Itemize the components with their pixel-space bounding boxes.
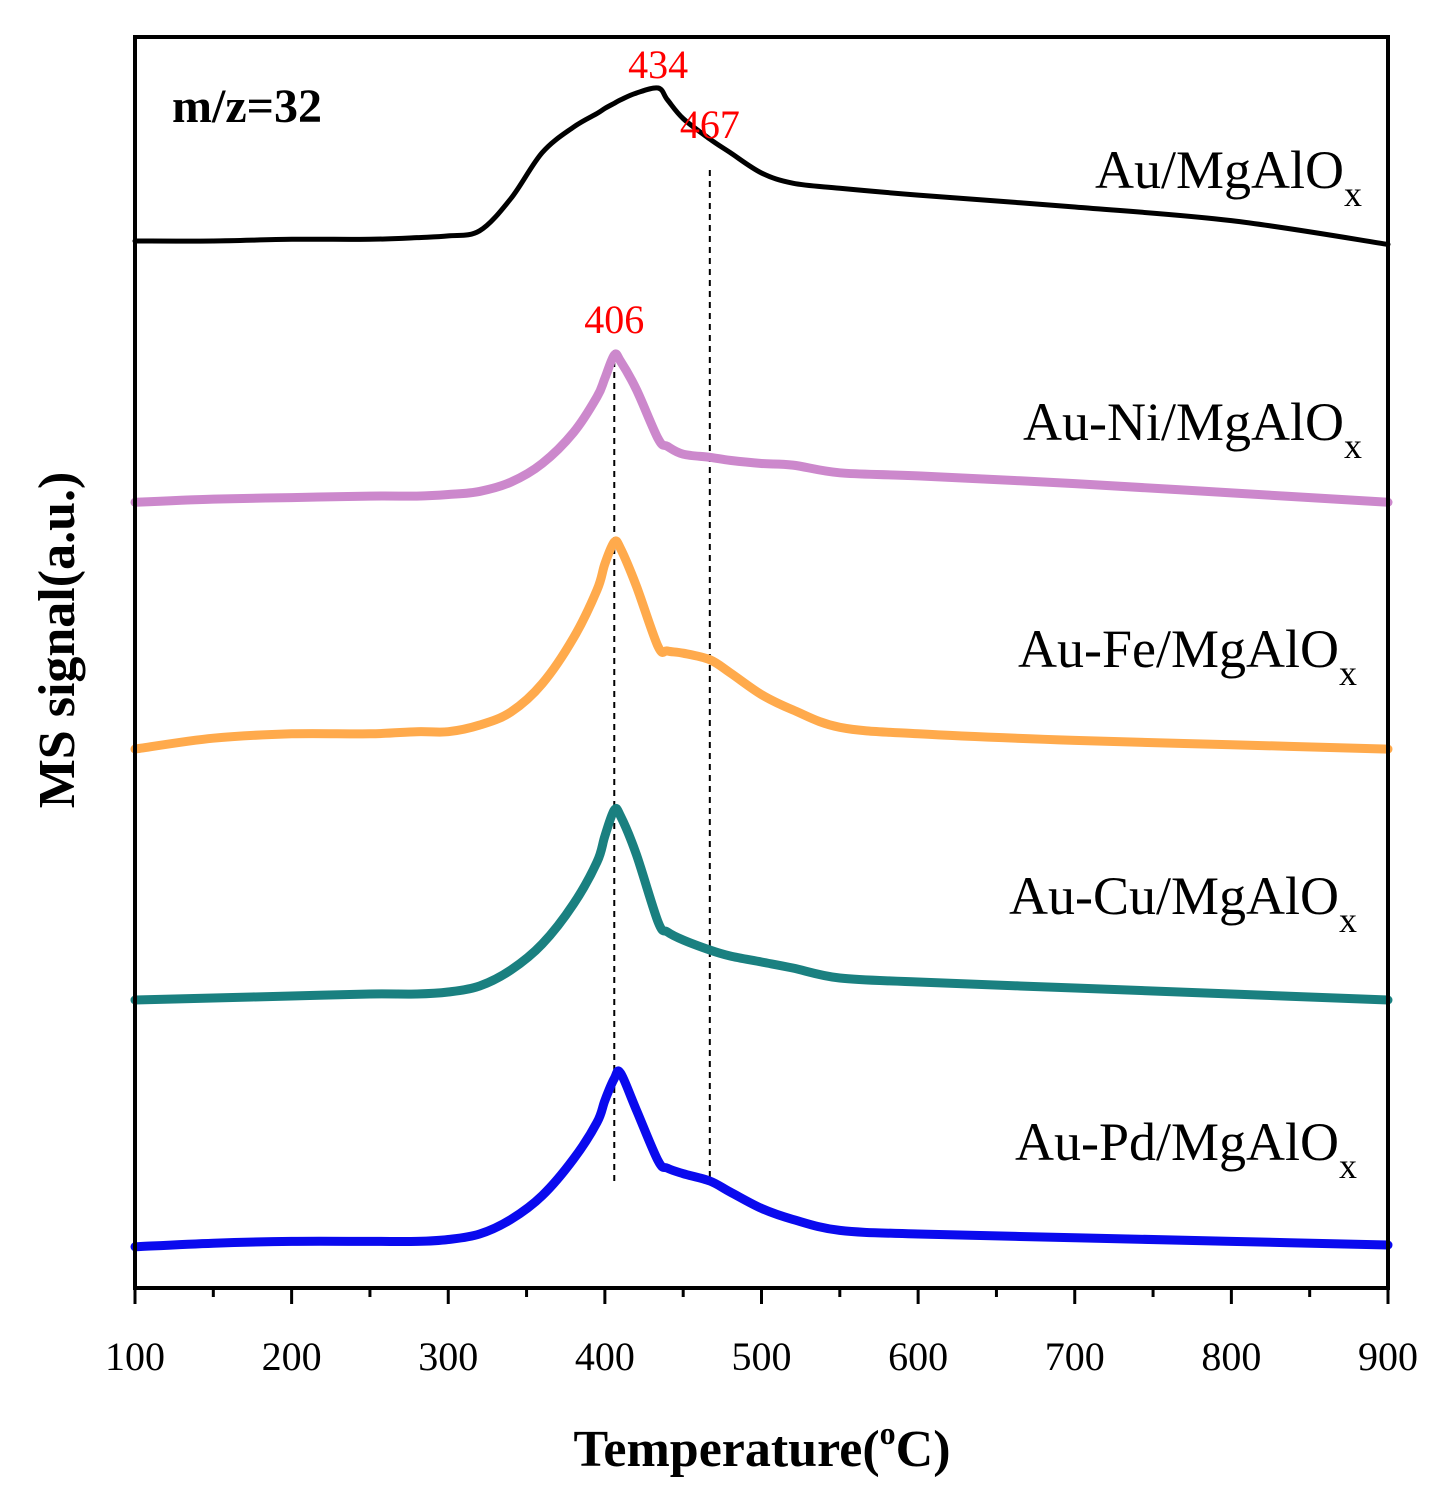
series-line-0: [132, 85, 1391, 247]
series-label-2: Au-Fe/MgAlOx: [1018, 619, 1357, 693]
series-label-main: Au-Cu/MgAlO: [1009, 866, 1339, 926]
annotation-406: 406: [584, 297, 644, 342]
series-label-4: Au-Pd/MgAlOx: [1015, 1112, 1357, 1186]
series-label-sub: x: [1339, 900, 1357, 940]
series-label-main: Au-Pd/MgAlO: [1015, 1112, 1339, 1172]
annotation-434: 434: [628, 42, 688, 87]
x-axis-title-main: Temperature(: [573, 1421, 879, 1478]
series-line-1: [130, 349, 1393, 507]
series-label-main: Au/MgAlO: [1095, 140, 1344, 200]
y-axis-title: MS signal(a.u.): [29, 472, 86, 809]
series-label-sub: x: [1339, 653, 1357, 693]
x-tick-label-900: 900: [1358, 1334, 1418, 1379]
x-axis-title: Temperature(oC): [573, 1415, 950, 1478]
series-label-sub: x: [1344, 174, 1362, 214]
series-line-2: [130, 536, 1393, 754]
x-tick-label-300: 300: [418, 1334, 478, 1379]
series-label-main: Au-Ni/MgAlO: [1023, 392, 1344, 452]
x-tick-label-100: 100: [105, 1334, 165, 1379]
x-tick-label-500: 500: [732, 1334, 792, 1379]
panel-label: m/z=32: [172, 80, 322, 133]
series-label-main: Au-Fe/MgAlO: [1018, 619, 1339, 679]
x-tick-label-700: 700: [1045, 1334, 1105, 1379]
series-line-3: [130, 804, 1393, 1005]
x-tick-label-200: 200: [262, 1334, 322, 1379]
series-label-0: Au/MgAlOx: [1095, 140, 1362, 214]
series-label-3: Au-Cu/MgAlOx: [1009, 866, 1357, 940]
x-axis-title-tail: C): [896, 1421, 951, 1478]
annotation-467: 467: [680, 102, 740, 147]
x-tick-label-600: 600: [888, 1334, 948, 1379]
x-tick-label-400: 400: [575, 1334, 635, 1379]
series-label-1: Au-Ni/MgAlOx: [1023, 392, 1362, 466]
series-label-sub: x: [1344, 426, 1362, 466]
series-line-4: [130, 1066, 1393, 1252]
x-tick-label-800: 800: [1201, 1334, 1261, 1379]
plot-area: Au/MgAlOxAu-Ni/MgAlOxAu-Fe/MgAlOxAu-Cu/M…: [130, 42, 1393, 1252]
x-axis: 100 200 300 400 500 600 700 800 900: [105, 1288, 1418, 1379]
series-label-sub: x: [1339, 1146, 1357, 1186]
x-axis-title-sup: o: [880, 1415, 896, 1451]
